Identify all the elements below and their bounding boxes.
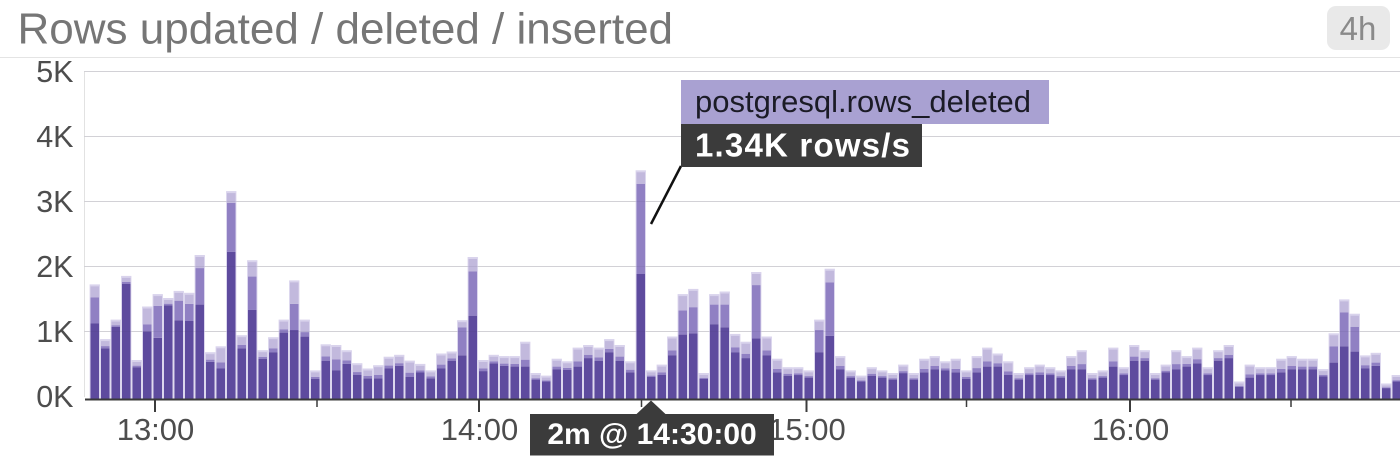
svg-text:4K: 4K	[36, 120, 73, 154]
svg-text:13:00: 13:00	[117, 412, 195, 447]
svg-text:14:00: 14:00	[441, 412, 519, 447]
svg-text:16:00: 16:00	[1092, 412, 1170, 447]
svg-text:1.34K rows/s: 1.34K rows/s	[695, 127, 911, 164]
svg-text:Rows updated / deleted / inser: Rows updated / deleted / inserted	[18, 5, 674, 54]
svg-text:2m @ 14:30:00: 2m @ 14:30:00	[547, 418, 756, 451]
svg-text:3K: 3K	[36, 185, 73, 219]
svg-text:4h: 4h	[1340, 10, 1377, 47]
svg-text:5K: 5K	[36, 55, 73, 89]
svg-text:1K: 1K	[36, 315, 73, 349]
svg-text:15:00: 15:00	[768, 412, 846, 447]
svg-text:2K: 2K	[36, 250, 73, 284]
svg-text:0K: 0K	[36, 380, 73, 414]
svg-text:postgresql.rows_deleted: postgresql.rows_deleted	[695, 84, 1031, 119]
